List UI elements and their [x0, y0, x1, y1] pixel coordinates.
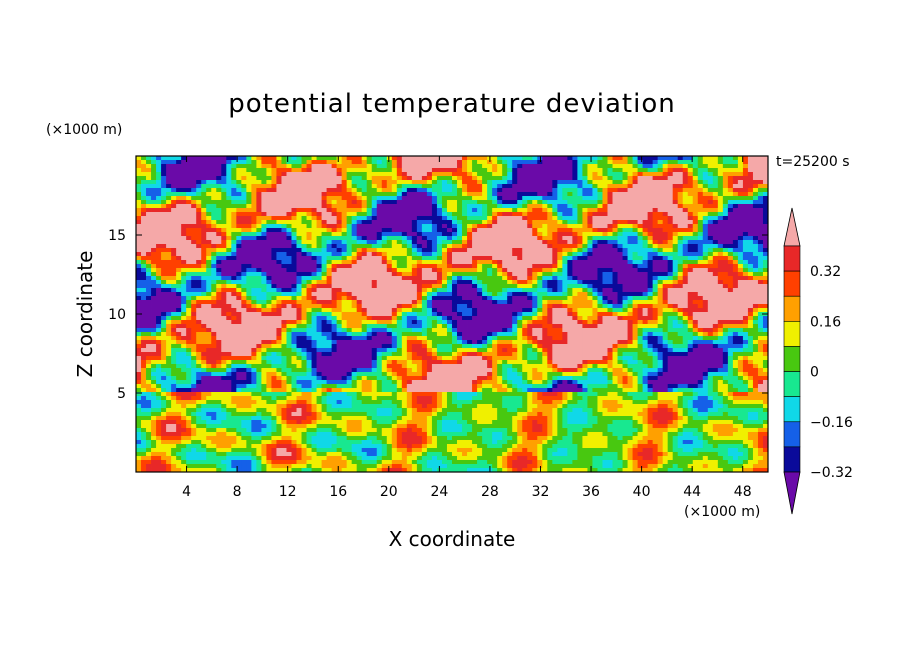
y-axis-unit: (×1000 m)	[46, 122, 122, 138]
x-tick-label: 4	[182, 484, 191, 500]
colorbar: 0.32 0.16 0 −0.16 −0.32	[783, 207, 853, 515]
x-tick-label: 44	[683, 484, 701, 500]
time-label: t=25200 s	[776, 154, 850, 170]
colorbar-extend-max	[783, 207, 801, 247]
x-tick-label: 28	[481, 484, 499, 500]
y-axis: 5 10 15	[108, 228, 768, 402]
colorbar-segment	[783, 371, 801, 397]
colorbar-tick-label: 0.16	[810, 314, 841, 330]
colorbar-tick-label: −0.32	[810, 465, 853, 481]
y-tick-label: 15	[108, 228, 126, 244]
colorbar-segment	[783, 245, 801, 272]
y-tick-label: 5	[117, 386, 126, 402]
x-tick-label: 32	[532, 484, 550, 500]
colorbar-tick-label: 0	[810, 365, 819, 381]
x-tick-label: 48	[734, 484, 752, 500]
x-tick-label: 16	[329, 484, 347, 500]
x-axis: 4 8 12 16 20 24 28 32 36 40 44 48	[182, 156, 752, 500]
x-tick-label: 12	[279, 484, 297, 500]
x-tick-label: 20	[380, 484, 398, 500]
x-tick-label: 40	[633, 484, 651, 500]
y-tick-label: 10	[108, 307, 126, 323]
colorbar-extend-min	[783, 471, 801, 515]
colorbar-tick-label: −0.16	[810, 415, 853, 431]
contour-field	[136, 156, 768, 472]
colorbar-segment	[783, 295, 801, 322]
colorbar-tick-label: 0.32	[810, 264, 841, 280]
colorbar-segment	[783, 346, 801, 372]
x-tick-label: 8	[233, 484, 242, 500]
colorbar-segment	[783, 421, 801, 448]
x-axis-label: X coordinate	[389, 527, 516, 551]
colorbar-segment	[783, 321, 801, 347]
colorbar-segment	[783, 270, 801, 297]
x-tick-label: 24	[430, 484, 448, 500]
colorbar-segment	[783, 446, 801, 473]
colorbar-segment	[783, 396, 801, 423]
chart-title: potential temperature deviation	[228, 89, 675, 119]
x-tick-label: 36	[582, 484, 600, 500]
x-axis-unit: (×1000 m)	[684, 504, 760, 520]
y-axis-label: Z coordinate	[73, 251, 97, 378]
